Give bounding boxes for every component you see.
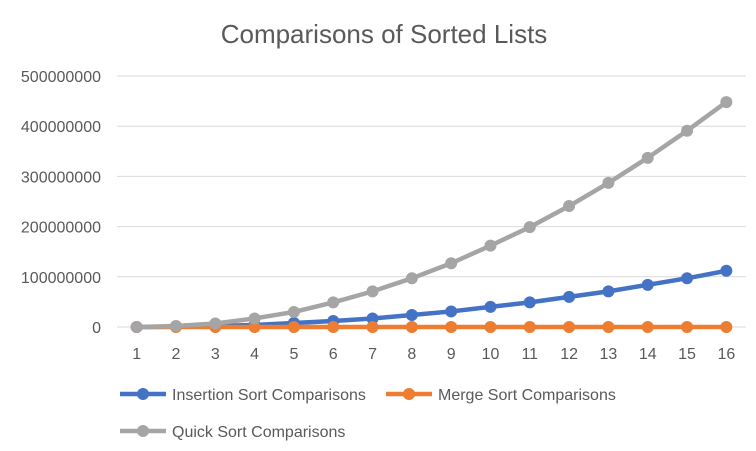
y-tick-label: 100000000 <box>21 270 101 287</box>
x-tick-label: 15 <box>678 346 696 363</box>
x-tick-label: 5 <box>289 346 298 363</box>
x-tick-label: 3 <box>211 346 220 363</box>
y-axis-tick-labels: 0 100000000 200000000 300000000 400000000 500… <box>21 69 101 337</box>
data-point <box>563 290 576 303</box>
x-tick-label: 16 <box>717 346 735 363</box>
data-point <box>366 285 379 298</box>
legend-swatch-marker <box>137 425 149 437</box>
legend: Insertion Sort Comparisons Merge Sort Com… <box>120 387 616 441</box>
legend-swatch-marker <box>137 388 149 400</box>
data-point <box>681 272 694 285</box>
x-axis-tick-labels: 1 2 3 4 5 6 7 8 9 10 11 12 13 14 15 16 <box>132 346 735 363</box>
data-point <box>641 278 654 291</box>
data-point <box>405 308 418 321</box>
y-tick-label: 400000000 <box>21 119 101 136</box>
y-tick-label: 300000000 <box>21 169 101 186</box>
x-tick-label: 9 <box>447 346 456 363</box>
data-point <box>523 296 536 309</box>
data-point <box>602 285 615 298</box>
data-point <box>169 319 182 332</box>
data-point <box>523 221 536 234</box>
data-point <box>720 96 733 109</box>
data-point <box>484 239 497 252</box>
data-point <box>563 200 576 213</box>
data-point <box>405 321 418 333</box>
series-line <box>136 268 727 330</box>
data-point <box>405 272 418 285</box>
x-tick-label: 1 <box>132 346 141 363</box>
data-point <box>445 321 458 333</box>
x-tick-label: 12 <box>560 346 578 363</box>
data-point <box>641 151 654 164</box>
y-tick-label: 200000000 <box>21 220 101 237</box>
data-point <box>563 321 576 333</box>
legend-item: Quick Sort Comparisons <box>120 424 345 441</box>
data-point <box>366 312 379 325</box>
data-point <box>130 321 143 333</box>
data-point <box>287 305 300 318</box>
data-point <box>681 321 694 333</box>
data-point <box>681 124 694 137</box>
x-tick-label: 7 <box>368 346 377 363</box>
data-point <box>248 321 261 333</box>
x-tick-label: 10 <box>482 346 500 363</box>
series <box>130 96 733 333</box>
data-point <box>287 321 300 333</box>
data-point <box>720 264 733 277</box>
legend-label: Merge Sort Comparisons <box>438 387 616 404</box>
x-tick-label: 2 <box>172 346 181 363</box>
x-tick-label: 13 <box>600 346 618 363</box>
data-point <box>209 317 222 330</box>
data-point <box>523 321 536 333</box>
legend-label: Quick Sort Comparisons <box>172 424 345 441</box>
data-point <box>327 296 340 309</box>
data-point <box>720 321 733 333</box>
series-lines <box>130 96 733 333</box>
legend-label: Insertion Sort Comparisons <box>172 387 366 404</box>
legend-swatch-marker <box>403 388 415 400</box>
data-point <box>602 321 615 333</box>
data-point <box>327 321 340 333</box>
legend-item: Insertion Sort Comparisons <box>120 387 366 404</box>
data-point <box>484 321 497 333</box>
legend-item: Merge Sort Comparisons <box>386 387 616 404</box>
data-point <box>602 176 615 189</box>
data-point <box>484 300 497 313</box>
data-point <box>248 312 261 325</box>
chart-title: Comparisons of Sorted Lists <box>221 19 548 49</box>
x-tick-label: 6 <box>329 346 338 363</box>
series-line <box>136 100 728 330</box>
x-tick-label: 11 <box>521 346 538 363</box>
y-tick-label: 0 <box>92 320 101 337</box>
data-point <box>445 305 458 318</box>
x-tick-label: 8 <box>407 346 416 363</box>
x-tick-label: 4 <box>250 346 259 363</box>
y-tick-label: 500000000 <box>21 69 101 86</box>
data-point <box>641 321 654 333</box>
x-tick-label: 14 <box>639 346 657 363</box>
data-point <box>366 321 379 333</box>
data-point <box>445 257 458 270</box>
